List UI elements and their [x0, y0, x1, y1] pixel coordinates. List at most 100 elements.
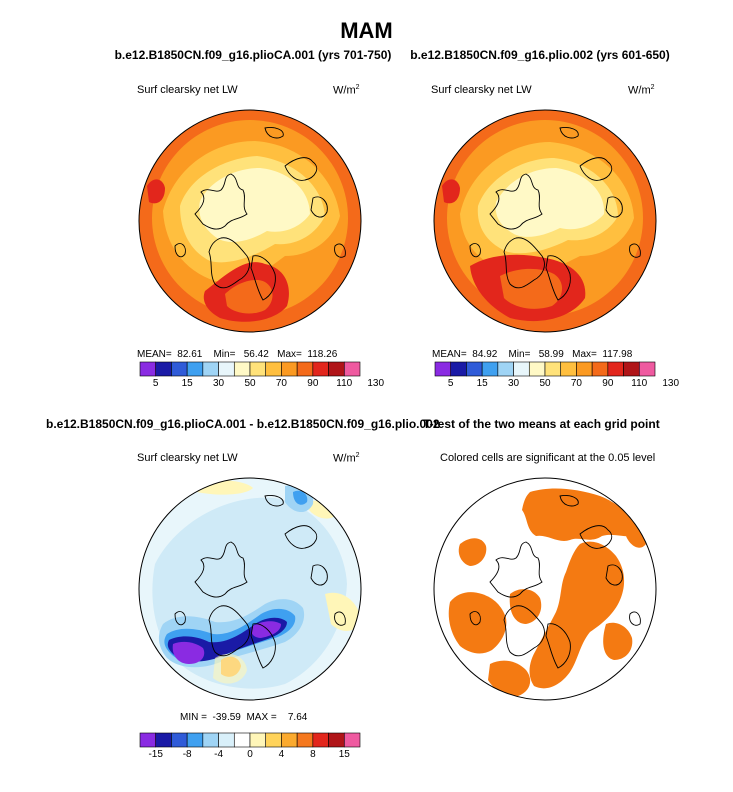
panel-title-bottom-right: T-test of the two means at each grid poi… — [423, 417, 660, 431]
colorbar-swatch — [171, 361, 188, 377]
colorbar-swatch — [281, 361, 298, 377]
colorbar-swatch — [513, 361, 530, 377]
figure-title: MAM — [340, 18, 393, 43]
colorbar-swatch — [528, 361, 546, 377]
stats-top-left: MEAN= 82.61 Min= 56.42 Max= 118.26 — [137, 349, 338, 360]
field-band-d — [495, 168, 605, 237]
colorbar-labels-top-left: 5 15 30 50 70 90 110 130 — [140, 378, 384, 390]
colorbar-swatch — [249, 361, 267, 377]
colorbar-swatch — [233, 361, 251, 377]
polar-map-bottom-left — [138, 477, 362, 701]
colorbar-tick-label: 30 — [508, 378, 520, 389]
colorbar-tick-label: 30 — [213, 378, 225, 389]
colorbar-swatch — [155, 361, 172, 377]
colorbar-swatch — [638, 361, 656, 377]
colorbar-tick-label: 70 — [570, 378, 582, 389]
colorbar-tick-label: 110 — [631, 378, 648, 389]
colorbar-swatch — [450, 361, 467, 377]
colorbar-swatch — [544, 361, 562, 377]
field-purple-core-right — [251, 621, 281, 638]
subtitle-bottom-left: Surf clearsky net LW — [137, 452, 238, 464]
coastlines-top-right — [469, 127, 641, 301]
colorbar-swatch — [434, 361, 452, 377]
panel-title-bottom-left: b.e12.B1850CN.f09_g16.plioCA.001 - b.e12… — [46, 417, 440, 431]
colorbar-swatch — [328, 361, 345, 377]
map-border-top-left — [138, 109, 362, 333]
colorbar-tick-label: 5 — [447, 378, 454, 389]
colorbar-swatch — [139, 732, 157, 748]
map-border-bottom-right — [433, 477, 657, 701]
colorbar-tick-label: 50 — [244, 378, 256, 389]
field-warm-core — [442, 179, 460, 204]
colorbar-tick-label: 4 — [278, 749, 285, 760]
colorbar-swatch — [139, 361, 157, 377]
colorbar-tick-label: 130 — [367, 378, 385, 389]
colorbar-swatch — [328, 732, 345, 748]
map-border-top-right — [433, 109, 657, 333]
coastlines-bottom-right — [469, 495, 641, 669]
panel-title-top-left: b.e12.B1850CN.f09_g16.plioCA.001 (yrs 70… — [114, 48, 392, 62]
field-warm-tongue-inner — [225, 279, 273, 314]
colorbar-swatch — [591, 361, 609, 377]
sig-region-west — [458, 538, 487, 566]
colorbar-swatch — [343, 732, 361, 748]
colorbar-tick-label: 90 — [307, 378, 319, 389]
sig-region-center — [509, 589, 542, 624]
colorbar-swatch — [296, 361, 314, 377]
coastlines-top-left — [174, 127, 346, 301]
colorbar-swatch — [466, 361, 483, 377]
colorbar-tick-label: 0 — [247, 749, 253, 760]
colorbar-swatch — [481, 361, 499, 377]
colorbar-tick-label: 15 — [338, 749, 350, 760]
field-yellow-patch — [213, 654, 247, 684]
colorbar-swatch — [296, 732, 314, 748]
colorbar-swatch — [265, 361, 282, 377]
field-purple-core-left — [172, 641, 205, 664]
colorbar-tick-label: 50 — [539, 378, 551, 389]
map-border-bottom-left — [138, 477, 362, 701]
colorbar-swatch — [343, 361, 361, 377]
panel-title-top-right: b.e12.B1850CN.f09_g16.plio.002 (yrs 601-… — [410, 48, 670, 62]
colorbar-tick-label: -4 — [214, 749, 224, 760]
colorbar-tick-label: 8 — [310, 749, 316, 760]
colorbar-tick-label: 110 — [336, 378, 353, 389]
polar-map-top-left — [138, 109, 362, 333]
colorbar-tick-label: 70 — [275, 378, 287, 389]
colorbar-top-right — [434, 361, 656, 377]
field-blue-ne-core — [293, 490, 308, 505]
stats-top-right: MEAN= 84.92 Min= 58.99 Max= 117.98 — [432, 349, 633, 360]
colorbar-top-left — [139, 361, 361, 377]
field-warm-tongue-inner — [500, 268, 563, 309]
colorbar-labels-bottom-left: -15 -8 -4 0 4 8 15 — [140, 749, 360, 761]
polar-map-bottom-right — [433, 477, 657, 701]
colorbar-tick-label: 15 — [181, 378, 193, 389]
units-top-right: W/m2 — [628, 84, 655, 97]
field-warm-core — [147, 179, 165, 204]
colorbar-swatch — [576, 361, 593, 377]
ttest-significance-cells — [448, 488, 646, 697]
sig-region-north — [522, 488, 640, 541]
sig-region-southwest — [448, 592, 507, 654]
units-top-left: W/m2 — [333, 84, 360, 97]
colorbar-swatch — [312, 361, 329, 377]
sig-region-northeast-edge — [626, 514, 646, 548]
units-bottom-left: W/m2 — [333, 452, 360, 465]
subtitle-top-left: Surf clearsky net LW — [137, 84, 238, 96]
colorbar-swatch — [312, 732, 329, 748]
coastlines-bottom-left — [174, 495, 346, 669]
colorbar-swatch — [155, 732, 172, 748]
stats-bottom-left: MIN = -39.59 MAX = 7.64 — [180, 712, 308, 723]
colorbar-swatch — [607, 361, 624, 377]
colorbar-swatch — [623, 361, 640, 377]
subtitle-top-right: Surf clearsky net LW — [431, 84, 532, 96]
sig-region-south — [488, 660, 531, 697]
colorbar-tick-label: -8 — [182, 749, 192, 760]
colorbar-swatch — [560, 361, 577, 377]
field-pale-yellow-2 — [325, 592, 361, 631]
polar-map-top-right — [433, 109, 657, 333]
colorbar-tick-label: 15 — [476, 378, 488, 389]
colorbar-tick-label: -15 — [148, 749, 163, 760]
colorbar-tick-label: 130 — [662, 378, 680, 389]
colorbar-swatch — [233, 732, 251, 748]
sig-region-southeast — [603, 622, 633, 660]
